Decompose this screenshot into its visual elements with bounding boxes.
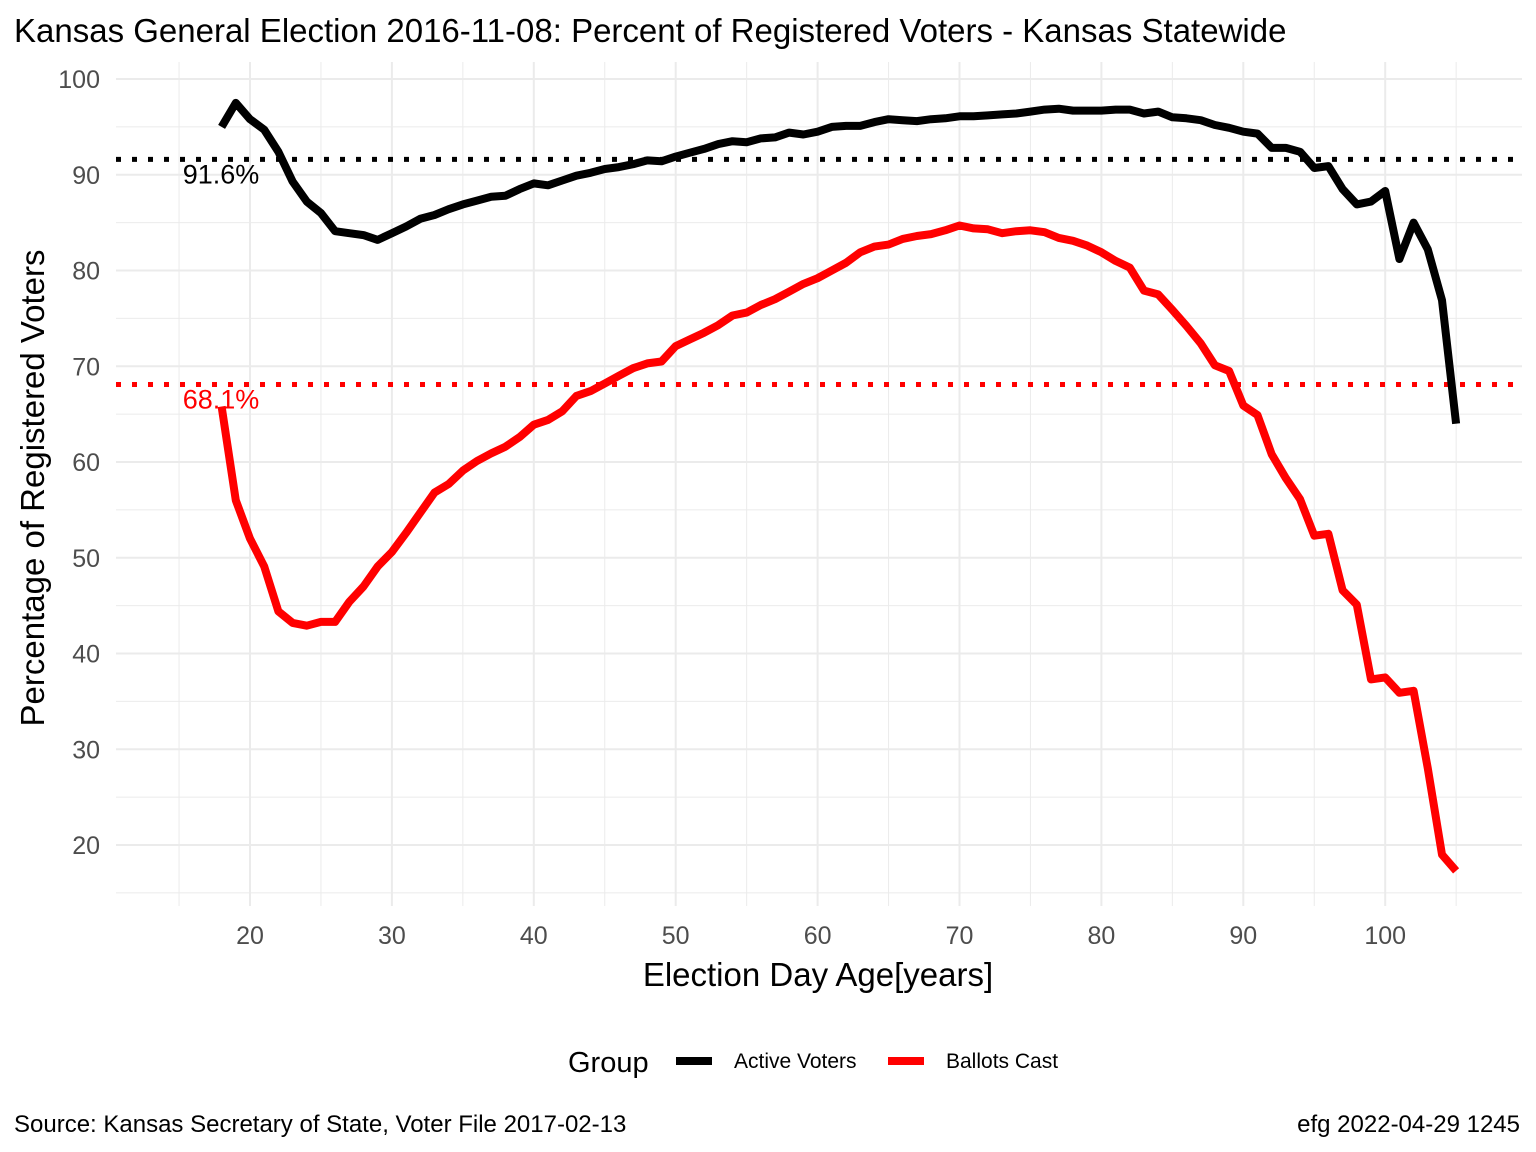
- reference-labels: 91.6% 68.1%: [183, 159, 260, 414]
- x-tick-label: 30: [378, 922, 406, 950]
- reference-label: 91.6%: [183, 159, 260, 189]
- y-tick-label: 90: [72, 162, 100, 190]
- chart-title: Kansas General Election 2016-11-08: Perc…: [14, 12, 1286, 49]
- y-tick-labels: 20 30 40 50 60 70 80 90 100: [58, 66, 100, 860]
- x-tick-label: 80: [1087, 922, 1115, 950]
- credit-caption: efg 2022-04-29 1245: [1297, 1111, 1520, 1138]
- x-tick-label: 100: [1364, 922, 1406, 950]
- y-tick-label: 100: [58, 66, 100, 94]
- x-tick-label: 60: [804, 922, 832, 950]
- source-caption: Source: Kansas Secretary of State, Voter…: [14, 1111, 626, 1138]
- series-line-active-voters: [218, 98, 1461, 425]
- y-tick-label: 30: [72, 736, 100, 764]
- reference-lines: [116, 156, 1522, 387]
- x-axis-label: Election Day Age[years]: [643, 956, 993, 993]
- y-tick-label: 20: [72, 832, 100, 860]
- y-axis-label: Percentage of Registered Voters: [14, 250, 51, 727]
- grid-major: [116, 62, 1522, 906]
- legend-label-ballots-cast: Ballots Cast: [946, 1050, 1058, 1073]
- x-tick-labels: 20 30 40 50 60 70 80 90 100: [236, 922, 1406, 950]
- legend-title: Group: [568, 1047, 649, 1079]
- x-tick-label: 50: [662, 922, 690, 950]
- x-tick-label: 40: [520, 922, 548, 950]
- x-tick-label: 70: [946, 922, 974, 950]
- y-tick-label: 40: [72, 641, 100, 669]
- y-tick-label: 50: [72, 545, 100, 573]
- legend-label-active-voters: Active Voters: [734, 1050, 857, 1073]
- series-line-ballots-cast: [217, 221, 1460, 874]
- series-lines: [217, 98, 1461, 874]
- y-tick-label: 60: [72, 449, 100, 477]
- reference-label: 68.1%: [183, 384, 260, 414]
- x-tick-label: 90: [1229, 922, 1257, 950]
- x-tick-label: 20: [236, 922, 264, 950]
- grid-minor: [116, 62, 1522, 906]
- y-tick-label: 80: [72, 258, 100, 286]
- y-tick-label: 70: [72, 353, 100, 381]
- legend: Group Active Voters Ballots Cast: [568, 1047, 1058, 1079]
